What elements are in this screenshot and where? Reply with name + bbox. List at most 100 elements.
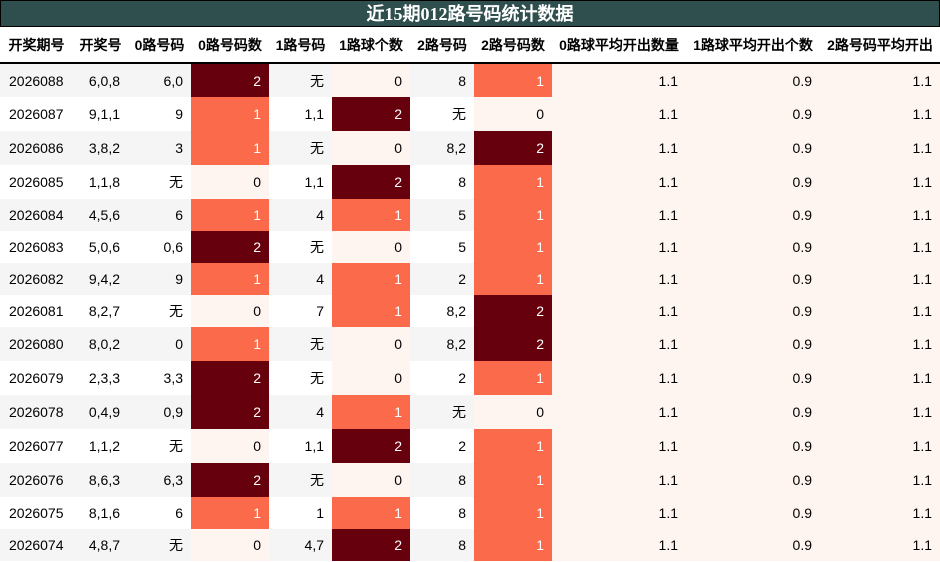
table-cell: 0,4,9 [73, 395, 128, 429]
table-cell: 1.1 [552, 231, 686, 263]
table-cell: 0.9 [686, 497, 820, 529]
table-cell: 1.1 [820, 199, 940, 231]
table-cell: 2026081 [0, 295, 73, 327]
table-cell: 0.9 [686, 97, 820, 131]
stats-table: 开奖期号 开奖号 0路号码 0路号码数 1路号码 1路球个数 2路号码 2路号码数 0路球平均开… [0, 27, 940, 561]
table-cell: 2026078 [0, 395, 73, 429]
table-cell: 无 [410, 395, 474, 429]
table-cell: 1 [474, 231, 552, 263]
table-cell: 0.9 [686, 295, 820, 327]
table-row: 2026074 4,8,7 无 0 4,7 2 8 1 1.1 0.9 1.1 [0, 529, 940, 561]
table-cell: 0,6 [128, 231, 191, 263]
table-cell: 0.9 [686, 131, 820, 165]
table-cell: 0 [332, 63, 410, 97]
table-cell: 8,6,3 [73, 463, 128, 497]
table-cell: 无 [269, 63, 332, 97]
table-cell: 1,1,8 [73, 165, 128, 199]
table-cell: 2,3,3 [73, 361, 128, 395]
table-cell: 1.1 [552, 131, 686, 165]
table-cell: 1.1 [552, 497, 686, 529]
table-cell: 9,1,1 [73, 97, 128, 131]
table-cell: 2 [474, 131, 552, 165]
column-header[interactable]: 0路号码数 [191, 27, 269, 64]
table-cell: 1 [269, 497, 332, 529]
table-cell: 1,1 [269, 429, 332, 463]
table-cell: 1 [332, 263, 410, 295]
table-cell: 1 [332, 199, 410, 231]
table-cell: 8 [410, 165, 474, 199]
table-cell: 1 [332, 295, 410, 327]
table-cell: 1.1 [552, 165, 686, 199]
table-cell: 9 [128, 97, 191, 131]
column-header[interactable]: 1路球平均开出个数 [686, 27, 820, 64]
table-cell: 2026075 [0, 497, 73, 529]
table-cell: 无 [128, 529, 191, 561]
table-cell: 0.9 [686, 529, 820, 561]
table-cell: 2 [332, 97, 410, 131]
table-cell: 1.1 [552, 361, 686, 395]
table-cell: 0.9 [686, 165, 820, 199]
table-cell: 1.1 [820, 429, 940, 463]
table-title: 近15期012路号码统计数据 [0, 0, 940, 27]
table-cell: 0,9 [128, 395, 191, 429]
table-cell: 1,1 [269, 165, 332, 199]
table-cell: 2026076 [0, 463, 73, 497]
table-cell: 1 [191, 497, 269, 529]
column-header[interactable]: 0路球平均开出数量 [552, 27, 686, 64]
column-header[interactable]: 2路号码平均开出 [820, 27, 940, 64]
table-cell: 3,8,2 [73, 131, 128, 165]
table-cell: 1.1 [820, 63, 940, 97]
table-cell: 5 [410, 199, 474, 231]
column-header[interactable]: 2路号码 [410, 27, 474, 64]
table-cell: 1 [474, 497, 552, 529]
table-cell: 1.1 [552, 199, 686, 231]
table-cell: 6 [128, 497, 191, 529]
table-cell: 1.1 [552, 529, 686, 561]
table-cell: 2 [191, 361, 269, 395]
table-cell: 8 [410, 463, 474, 497]
table-cell: 7 [269, 295, 332, 327]
table-cell: 1.1 [552, 463, 686, 497]
table-cell: 1.1 [820, 395, 940, 429]
column-header[interactable]: 1路球个数 [332, 27, 410, 64]
table-cell: 1 [191, 327, 269, 361]
column-header[interactable]: 开奖号 [73, 27, 128, 64]
table-row: 2026084 4,5,6 6 1 4 1 5 1 1.1 0.9 1.1 [0, 199, 940, 231]
table-cell: 2026079 [0, 361, 73, 395]
table-cell: 2 [410, 263, 474, 295]
table-cell: 0.9 [686, 263, 820, 295]
column-header[interactable]: 开奖期号 [0, 27, 73, 64]
table-cell: 2 [410, 429, 474, 463]
table-cell: 0 [474, 97, 552, 131]
table-cell: 1.1 [552, 63, 686, 97]
table-cell: 1 [474, 199, 552, 231]
column-header[interactable]: 2路号码数 [474, 27, 552, 64]
table-cell: 1.1 [552, 97, 686, 131]
table-cell: 2 [191, 463, 269, 497]
table-cell: 8,2,7 [73, 295, 128, 327]
table-cell: 6,0 [128, 63, 191, 97]
table-row: 2026079 2,3,3 3,3 2 无 0 2 1 1.1 0.9 1.1 [0, 361, 940, 395]
table-cell: 无 [269, 463, 332, 497]
table-cell: 4 [269, 199, 332, 231]
table-row: 2026082 9,4,2 9 1 4 1 2 1 1.1 0.9 1.1 [0, 263, 940, 295]
table-cell: 0.9 [686, 395, 820, 429]
table-cell: 0 [191, 295, 269, 327]
table-cell: 2026083 [0, 231, 73, 263]
table-row: 2026080 8,0,2 0 1 无 0 8,2 2 1.1 0.9 1.1 [0, 327, 940, 361]
header-row: 开奖期号 开奖号 0路号码 0路号码数 1路号码 1路球个数 2路号码 2路号码数 0路球平均开… [0, 27, 940, 64]
table-row: 2026081 8,2,7 无 0 7 1 8,2 2 1.1 0.9 1.1 [0, 295, 940, 327]
table-cell: 8,2 [410, 131, 474, 165]
column-header[interactable]: 1路号码 [269, 27, 332, 64]
table-cell: 0 [332, 463, 410, 497]
table-cell: 5,0,6 [73, 231, 128, 263]
column-header[interactable]: 0路号码 [128, 27, 191, 64]
table-cell: 1.1 [820, 295, 940, 327]
table-cell: 1 [474, 63, 552, 97]
table-row: 2026076 8,6,3 6,3 2 无 0 8 1 1.1 0.9 1.1 [0, 463, 940, 497]
table-cell: 2 [332, 529, 410, 561]
table-cell: 9 [128, 263, 191, 295]
table-cell: 3,3 [128, 361, 191, 395]
table-cell: 2026086 [0, 131, 73, 165]
table-cell: 6,0,8 [73, 63, 128, 97]
